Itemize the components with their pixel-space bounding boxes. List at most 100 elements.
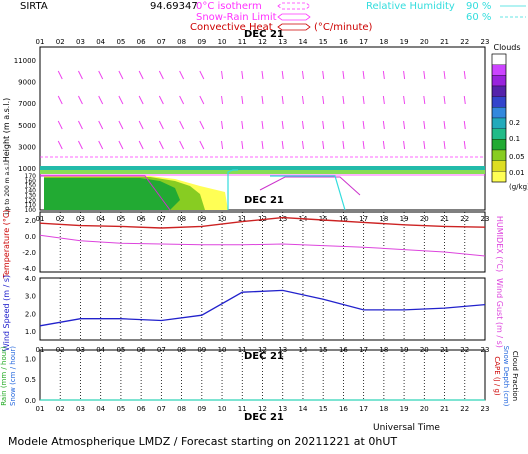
wind-arrow [423,70,426,80]
wind-arrow [78,70,83,80]
wind-arrow [221,140,224,150]
xaxis-title: Universal Time [373,423,440,433]
wind-arrow [138,120,144,130]
wind-arrow [362,140,365,150]
wind-arrow [443,140,446,150]
hour-label-top: 11 [238,38,247,46]
clouds-legend-title: Clouds [493,43,520,52]
wind-arrow [342,120,345,130]
low-tick-label: 120 [25,197,37,204]
hour-label-height: 01 [36,215,45,223]
wind-arrow [241,120,244,130]
wind-arrow [179,120,185,130]
wind-arrow [118,120,124,130]
wind-arrow [362,95,365,105]
wind-arrow [78,95,83,105]
wind-arrow [403,70,406,80]
wind-arrow [57,120,63,130]
hour-label-top: 10 [218,38,227,46]
wind-arrow [179,95,185,105]
wind-arrow [118,95,124,105]
site-name: SIRTA [20,1,48,12]
clouds-legend-label-2: 0.05 [509,153,525,161]
hour-label-top: 23 [481,38,490,46]
wind-arrow [342,140,345,150]
height-tick-label: 1000 [18,165,36,173]
wind-arrow [199,95,205,105]
wind-arrow [463,95,466,105]
wind-arrow [301,70,304,80]
low-tick-label: 100 [25,207,37,214]
wind-arrow [241,95,244,105]
wind-arrow [138,70,144,80]
wind-arrows [57,70,466,150]
date-label-bottom: DEC 21 [244,412,284,423]
hour-label-bottom: 05 [116,405,125,413]
wind-arrow [443,95,446,105]
hour-label-bottom: 14 [298,405,307,413]
wind-arrow [362,70,365,80]
wind-arrow [301,120,304,130]
rh-line-right [270,175,346,211]
height-tick-label: 5000 [18,122,36,130]
wind-arrow [382,120,385,130]
wind-arrow [403,140,406,150]
humidex-ylabel: HUMIDEX (°C) [495,216,504,272]
height-tick-label: 3000 [18,143,36,151]
clouds-legend-swatch [491,85,507,97]
wind-arrow [118,70,124,80]
height-panel-frame [39,46,486,211]
hour-label-bottom: 12 [258,405,267,413]
clouds-legend-swatch [491,139,507,151]
clouds-legend-label-1: 0.1 [509,135,520,143]
hour-label-bottom: 21 [440,405,449,413]
wind-arrow [322,95,325,105]
clouds-legend-swatch [491,128,507,140]
clouds-legend-swatch [491,64,507,76]
wind-arrow [403,120,406,130]
hour-label-top: 12 [258,38,267,46]
hour-label-bottom: 08 [177,405,186,413]
wind-tick-label: 4.0 [25,275,36,283]
height-tick-label: 9000 [18,79,36,87]
convective-line-right [259,176,361,196]
hour-label-top: 08 [177,38,186,46]
hour-label-bottom: 09 [197,405,206,413]
height-tick-label: 11000 [14,57,36,65]
wind-arrow [138,140,144,150]
hour-label-wind: 23 [481,346,490,354]
wind-arrow [158,70,164,80]
hour-label-bottom: 15 [319,405,328,413]
wind-arrow [261,70,264,80]
legend-rain-snow: Snow-Rain Limit [196,12,277,23]
clouds-legend-swatches [491,53,507,183]
clouds-legend-swatch [491,117,507,129]
wind-arrow [261,140,264,150]
hour-label-top: 20 [420,38,429,46]
wind-arrow [158,120,164,130]
hour-label-bottom: 19 [400,405,409,413]
clouds-legend-swatch [491,160,507,172]
clouds-legend-swatch [491,96,507,108]
low-tick-label: 130 [25,192,37,199]
hour-label-bottom: 01 [36,405,45,413]
hour-label-bottom: 18 [379,405,388,413]
humidex-line [39,234,486,257]
station-code: 94.69347 [150,1,198,12]
wind-arrow [463,70,466,80]
wind-arrow [241,140,244,150]
wind-arrow [463,140,466,150]
wind-arrow [342,95,345,105]
wind-arrow [382,95,385,105]
clouds-legend-unit: (g/kg) [509,183,528,191]
wind-arrow [423,140,426,150]
temperature-ylabel: Temperature (°C) [2,209,11,279]
hour-label-top: 04 [96,38,105,46]
wind-arrow [199,140,205,150]
cloud-fraction-ylabel: Cloud Fraction [511,351,519,401]
legend-convective-unit: (°C/minute) [314,22,373,33]
wind-arrow [423,120,426,130]
low-ylabel: Up to 200 m a.s.l. [4,161,11,214]
